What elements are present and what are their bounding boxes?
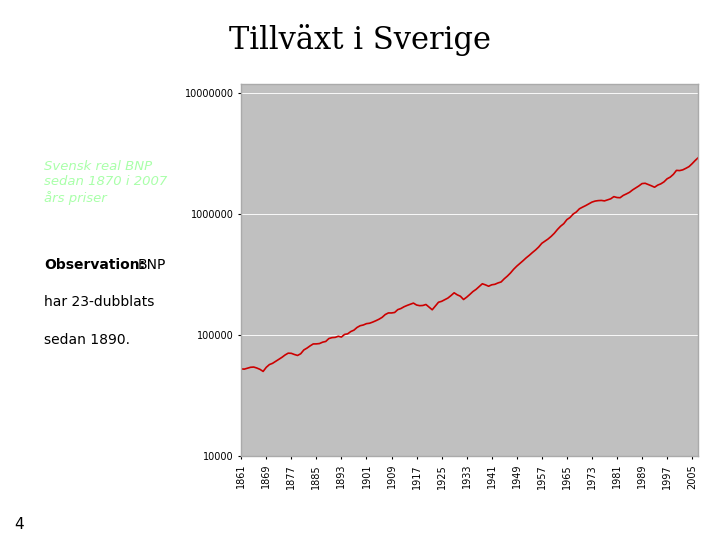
Text: Svensk real BNP
sedan 1870 i 2007
års priser: Svensk real BNP sedan 1870 i 2007 års pr… xyxy=(44,160,167,205)
Text: har 23-dubblats: har 23-dubblats xyxy=(44,295,154,309)
Text: BNP: BNP xyxy=(138,258,166,272)
Text: sedan 1890.: sedan 1890. xyxy=(44,333,130,347)
Text: 4: 4 xyxy=(14,517,24,532)
Text: Observation:: Observation: xyxy=(44,258,145,272)
Text: Tillväxt i Sverige: Tillväxt i Sverige xyxy=(229,24,491,56)
